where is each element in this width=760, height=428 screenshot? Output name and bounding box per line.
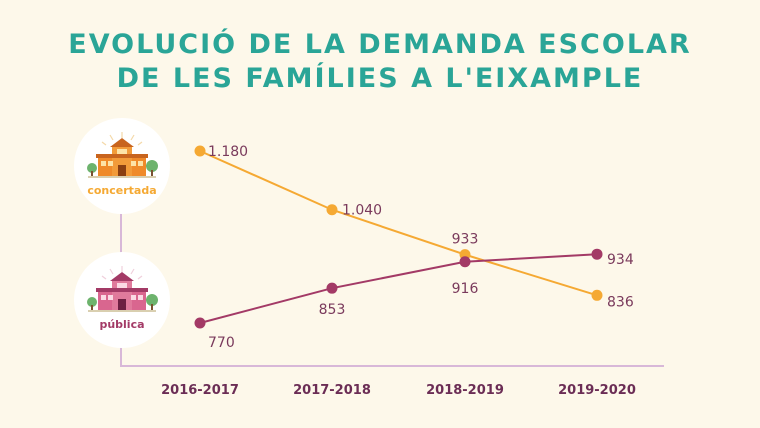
data-point-publica	[326, 282, 338, 294]
chart-title: EVOLUCIÓ DE LA DEMANDA ESCOLAR DE LES FA…	[0, 28, 760, 96]
data-label-concertada: 1.180	[208, 144, 248, 160]
series-line-concertada	[199, 150, 598, 297]
data-point-concertada	[194, 145, 206, 157]
data-label-publica: 934	[607, 252, 634, 268]
concertada-school-icon	[87, 132, 158, 178]
chart-points	[194, 145, 603, 329]
data-label-concertada: 1.040	[342, 203, 382, 219]
x-tick-label: 2018-2019	[426, 383, 504, 398]
data-point-publica	[194, 317, 206, 329]
publica-school-icon	[87, 266, 158, 312]
title-line-1: EVOLUCIÓ DE LA DEMANDA ESCOLAR	[68, 29, 692, 60]
legend-concertada-label: concertada	[87, 184, 157, 197]
data-point-publica	[459, 256, 471, 268]
legend-publica: pública	[74, 252, 170, 348]
data-point-concertada	[326, 204, 338, 216]
data-label-publica: 853	[319, 302, 346, 318]
series-line-publica	[199, 253, 598, 324]
legend-publica-label: pública	[99, 318, 145, 331]
data-label-concertada: 836	[607, 294, 634, 310]
data-label-publica: 916	[452, 281, 479, 297]
chart-data-labels: 1.180 1.040 933 836 770 853 916 934	[208, 144, 634, 351]
chart-tick-labels: 2016-2017 2017-2018 2018-2019 2019-2020	[161, 383, 636, 398]
chart-lines	[199, 150, 598, 324]
data-label-concertada: 933	[452, 232, 479, 248]
x-tick-label: 2019-2020	[558, 383, 636, 398]
chart-axes	[120, 168, 664, 367]
legend-concertada: concertada	[74, 118, 170, 214]
data-point-concertada	[591, 289, 603, 301]
x-tick-label: 2016-2017	[161, 383, 239, 398]
data-label-publica: 770	[208, 335, 235, 351]
x-tick-label: 2017-2018	[293, 383, 371, 398]
data-point-publica	[591, 248, 603, 260]
title-line-2: DE LES FAMÍLIES A L'EIXAMPLE	[116, 63, 644, 94]
